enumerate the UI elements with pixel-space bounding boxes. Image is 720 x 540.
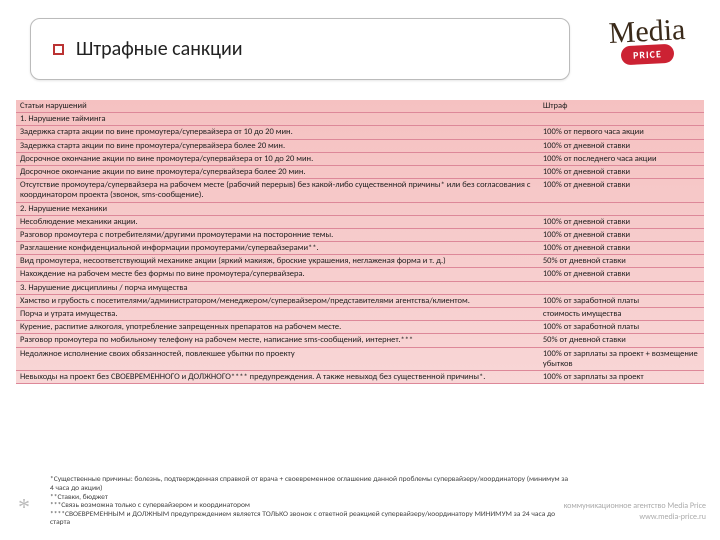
cell-penalty: 50% от дневной ставки — [539, 334, 704, 347]
cell-penalty: 100% от дневной ставки — [539, 268, 704, 281]
table-row: Задержка старта акции по вине промоутера… — [16, 139, 704, 152]
bullet-square-icon — [53, 44, 64, 55]
table-row: Разглашение конфиденциальной информации … — [16, 242, 704, 255]
footer-url: www.media-price.ru — [564, 512, 706, 522]
cell-violation: Вид промоутера, несоответствующий механи… — [16, 255, 539, 268]
table-row: Разговор промоутера с потребителями/друг… — [16, 228, 704, 241]
cell-penalty: 100% от дневной ставки — [539, 139, 704, 152]
cell-penalty: 100% от заработной платы — [539, 321, 704, 334]
footer-agency: коммуникационное агентство Media Price — [564, 501, 706, 511]
cell-penalty: 100% от последнего часа акции — [539, 152, 704, 165]
cell-penalty: 100% от первого часа акции — [539, 126, 704, 139]
footnote-1: *Существенные причины: болезнь, подтверж… — [50, 476, 570, 493]
table-row: Досрочное окончание акции по вине промоу… — [16, 152, 704, 165]
logo: Media PRICE — [588, 20, 706, 64]
cell-violation: Задержка старта акции по вине промоутера… — [16, 126, 539, 139]
cell-violation: 1. Нарушение тайминга — [16, 113, 539, 126]
cell-violation: Отсутствие промоутера/супервайзера на ра… — [16, 179, 539, 202]
cell-violation: Досрочное окончание акции по вине промоу… — [16, 165, 539, 178]
table-row: Курение, распитие алкоголя, употребление… — [16, 321, 704, 334]
page-title: Штрафные санкции — [76, 37, 243, 61]
cell-violation: Разглашение конфиденциальной информации … — [16, 242, 539, 255]
cell-violation: Досрочное окончание акции по вине промоу… — [16, 152, 539, 165]
cell-violation: Порча и утрата имущества. — [16, 308, 539, 321]
table-row: Разговор промоутера по мобильному телефо… — [16, 334, 704, 347]
cell-penalty: 100% от зарплаты за проект + возмещение … — [539, 347, 704, 370]
table-row: Хамство и грубость с посетителями/админи… — [16, 294, 704, 307]
footnote-4: ****СВОЕВРЕМЕННЫМ и ДОЛЖНЫМ предупрежден… — [50, 511, 570, 528]
cell-penalty — [539, 202, 704, 215]
cell-violation: Недолжное исполнение своих обязанностей,… — [16, 347, 539, 370]
table-row: Порча и утрата имущества.стоимость имуще… — [16, 308, 704, 321]
cell-violation: Нахождение на рабочем месте без формы по… — [16, 268, 539, 281]
cell-violation: 3. Нарушение дисциплины / порча имуществ… — [16, 281, 539, 294]
table-row: Недолжное исполнение своих обязанностей,… — [16, 347, 704, 370]
table-row: Невыходы на проект без СВОЕВРЕМЕННОГО и … — [16, 370, 704, 383]
cell-penalty: Штраф — [539, 100, 704, 113]
penalties-table-wrap: Статьи нарушенийШтраф1. Нарушение таймин… — [16, 100, 704, 384]
cell-violation: Разговор промоутера по мобильному телефо… — [16, 334, 539, 347]
table-row: 3. Нарушение дисциплины / порча имуществ… — [16, 281, 704, 294]
table-row: Отсутствие промоутера/супервайзера на ра… — [16, 179, 704, 202]
cell-penalty — [539, 281, 704, 294]
cell-violation: Задержка старта акции по вине промоутера… — [16, 139, 539, 152]
table-row: Задержка старта акции по вине промоутера… — [16, 126, 704, 139]
logo-line2: PRICE — [620, 44, 674, 66]
table-row: Нахождение на рабочем месте без формы по… — [16, 268, 704, 281]
cell-penalty: 100% от дневной ставки — [539, 242, 704, 255]
table-row: 2. Нарушение механики — [16, 202, 704, 215]
cell-violation: Невыходы на проект без СВОЕВРЕМЕННОГО и … — [16, 370, 539, 383]
page: Штрафные санкции Media PRICE Статьи нару… — [0, 0, 720, 540]
penalties-table: Статьи нарушенийШтраф1. Нарушение таймин… — [16, 100, 704, 384]
cell-penalty: 50% от дневной ставки — [539, 255, 704, 268]
footnotes: *Существенные причины: болезнь, подтверж… — [50, 476, 570, 528]
cell-violation: 2. Нарушение механики — [16, 202, 539, 215]
cell-violation: Разговор промоутера с потребителями/друг… — [16, 228, 539, 241]
cell-penalty — [539, 113, 704, 126]
cell-penalty: 100% от дневной ставки — [539, 165, 704, 178]
cell-penalty: 100% от зарплаты за проект — [539, 370, 704, 383]
penalties-tbody: Статьи нарушенийШтраф1. Нарушение таймин… — [16, 100, 704, 384]
cell-penalty: 100% от дневной ставки — [539, 179, 704, 202]
table-row: Статьи нарушенийШтраф — [16, 100, 704, 113]
footer-right: коммуникационное агентство Media Price w… — [564, 501, 706, 522]
cell-violation: Курение, распитие алкоголя, употребление… — [16, 321, 539, 334]
cell-penalty: 100% от дневной ставки — [539, 228, 704, 241]
asterisk-icon: * — [18, 495, 30, 522]
cell-violation: Статьи нарушений — [16, 100, 539, 113]
table-row: 1. Нарушение тайминга — [16, 113, 704, 126]
cell-violation: Хамство и грубость с посетителями/админи… — [16, 294, 539, 307]
cell-violation: Несоблюдение механики акции. — [16, 215, 539, 228]
table-row: Несоблюдение механики акции.100% от днев… — [16, 215, 704, 228]
cell-penalty: стоимость имущества — [539, 308, 704, 321]
cell-penalty: 100% от дневной ставки — [539, 215, 704, 228]
table-row: Вид промоутера, несоответствующий механи… — [16, 255, 704, 268]
table-row: Досрочное окончание акции по вине промоу… — [16, 165, 704, 178]
header-pill: Штрафные санкции — [30, 18, 570, 80]
cell-penalty: 100% от заработной платы — [539, 294, 704, 307]
logo-line1: Media — [587, 17, 706, 47]
